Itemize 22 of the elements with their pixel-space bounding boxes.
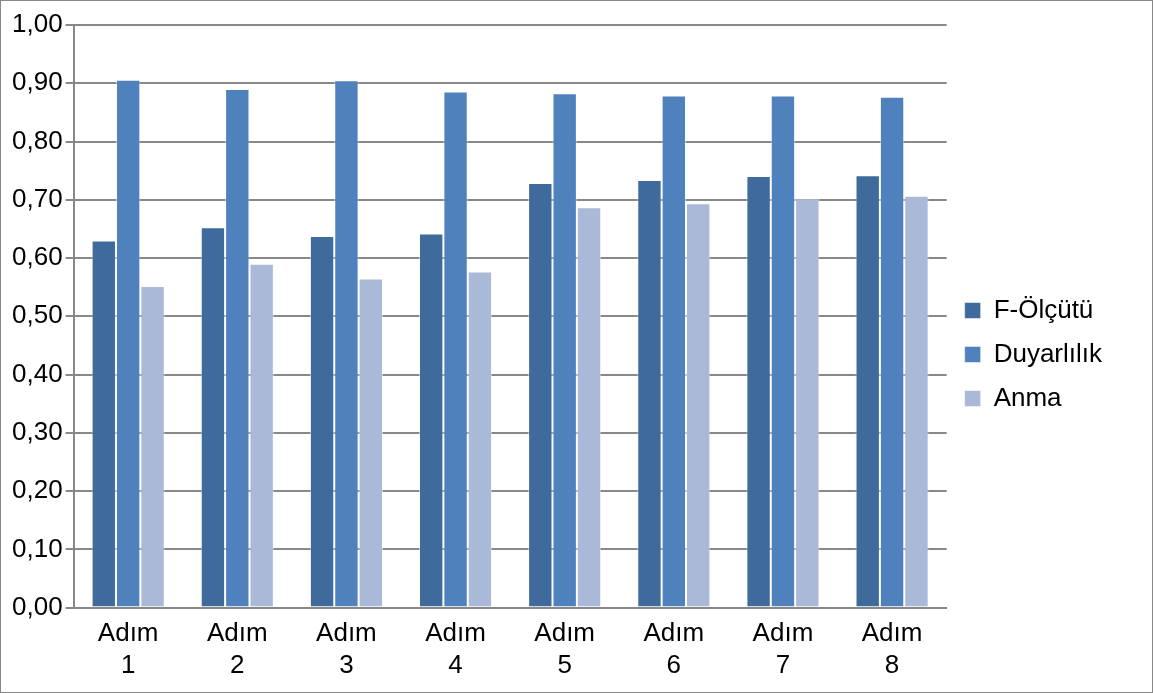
y-tick-label: 0,30 bbox=[11, 415, 63, 446]
x-tick-label: Adım 1 bbox=[97, 617, 159, 679]
x-tick-label: Adım 6 bbox=[643, 617, 705, 679]
legend-label: Anma bbox=[993, 381, 1063, 412]
legend-label: F-Ölçütü bbox=[993, 293, 1094, 324]
y-tick-label: 0,60 bbox=[11, 241, 63, 272]
legend-label: Duyarlılık bbox=[993, 337, 1103, 368]
y-tick-label: 0,40 bbox=[11, 357, 63, 388]
x-tick-label: Adım 7 bbox=[752, 617, 814, 679]
x-tick-label: Adım 3 bbox=[316, 617, 377, 679]
x-tick-label: Adım 2 bbox=[206, 617, 268, 679]
y-tick-label: 0,70 bbox=[11, 182, 63, 213]
y-tick-label: 0,10 bbox=[11, 532, 63, 563]
y-tick-label: 0,50 bbox=[11, 299, 63, 330]
x-tick-label: Adım 5 bbox=[534, 617, 596, 679]
y-tick-label: 0,80 bbox=[11, 124, 63, 155]
x-tick-label: Adım 8 bbox=[861, 617, 923, 679]
x-tick-label: Adım 4 bbox=[425, 617, 486, 679]
y-tick-label: 0,90 bbox=[11, 66, 63, 97]
y-tick-label: 1,00 bbox=[11, 8, 63, 39]
y-tick-label: 0,00 bbox=[11, 590, 63, 621]
y-tick-label: 0,20 bbox=[11, 474, 63, 505]
